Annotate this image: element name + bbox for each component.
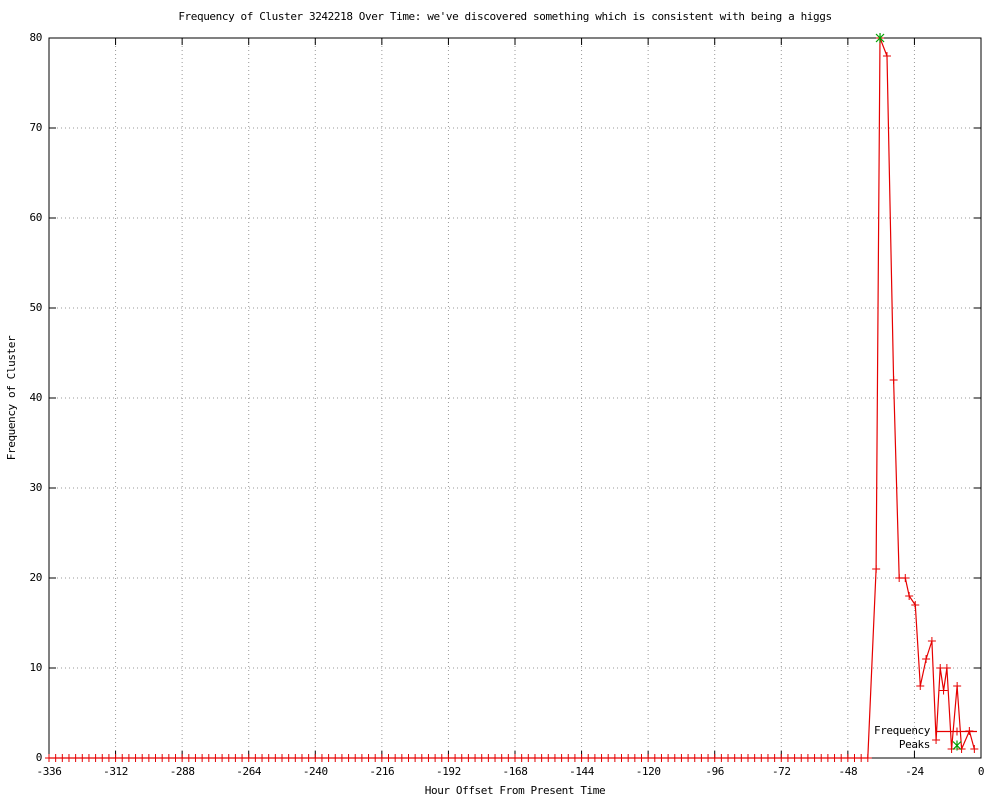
y-tick-label: 20: [29, 571, 43, 584]
y-tick-label: 50: [29, 301, 43, 314]
y-tick-label: 10: [29, 661, 43, 674]
y-tick-label: 40: [29, 391, 43, 404]
x-tick-label: -216: [369, 765, 395, 778]
legend-label-frequency: Frequency: [873, 724, 930, 737]
x-tick-label: 0: [977, 765, 985, 778]
x-tick-label: -24: [905, 765, 924, 778]
grid: [49, 38, 981, 758]
y-tick-label: 80: [29, 31, 43, 44]
x-tick-label: -336: [36, 765, 62, 778]
x-tick-label: -288: [169, 765, 195, 778]
y-tick-label: 70: [29, 121, 43, 134]
x-tick-label: -264: [236, 765, 262, 778]
x-tick-label: -144: [569, 765, 594, 778]
x-tick-label: -168: [502, 765, 528, 778]
legend-label-peaks: Peaks: [898, 738, 931, 751]
chart-title: Frequency of Cluster 3242218 Over Time: …: [178, 10, 832, 23]
x-tick-label: -72: [771, 765, 791, 778]
x-tick-label: -48: [838, 765, 858, 778]
y-tick-label: 0: [35, 751, 43, 764]
x-axis-title: Hour Offset From Present Time: [424, 784, 606, 797]
y-tick-label: 30: [29, 481, 43, 494]
y-tick-label: 60: [29, 211, 43, 224]
x-tick-label: -312: [103, 765, 128, 778]
x-tick-label: -240: [302, 765, 328, 778]
x-tick-label: -192: [435, 765, 461, 778]
series-peaks: [875, 33, 885, 43]
legend-samples: [937, 727, 977, 751]
x-tick-label: -96: [705, 765, 725, 778]
series-frequency: [45, 34, 979, 762]
x-tick-label: -120: [635, 765, 661, 778]
